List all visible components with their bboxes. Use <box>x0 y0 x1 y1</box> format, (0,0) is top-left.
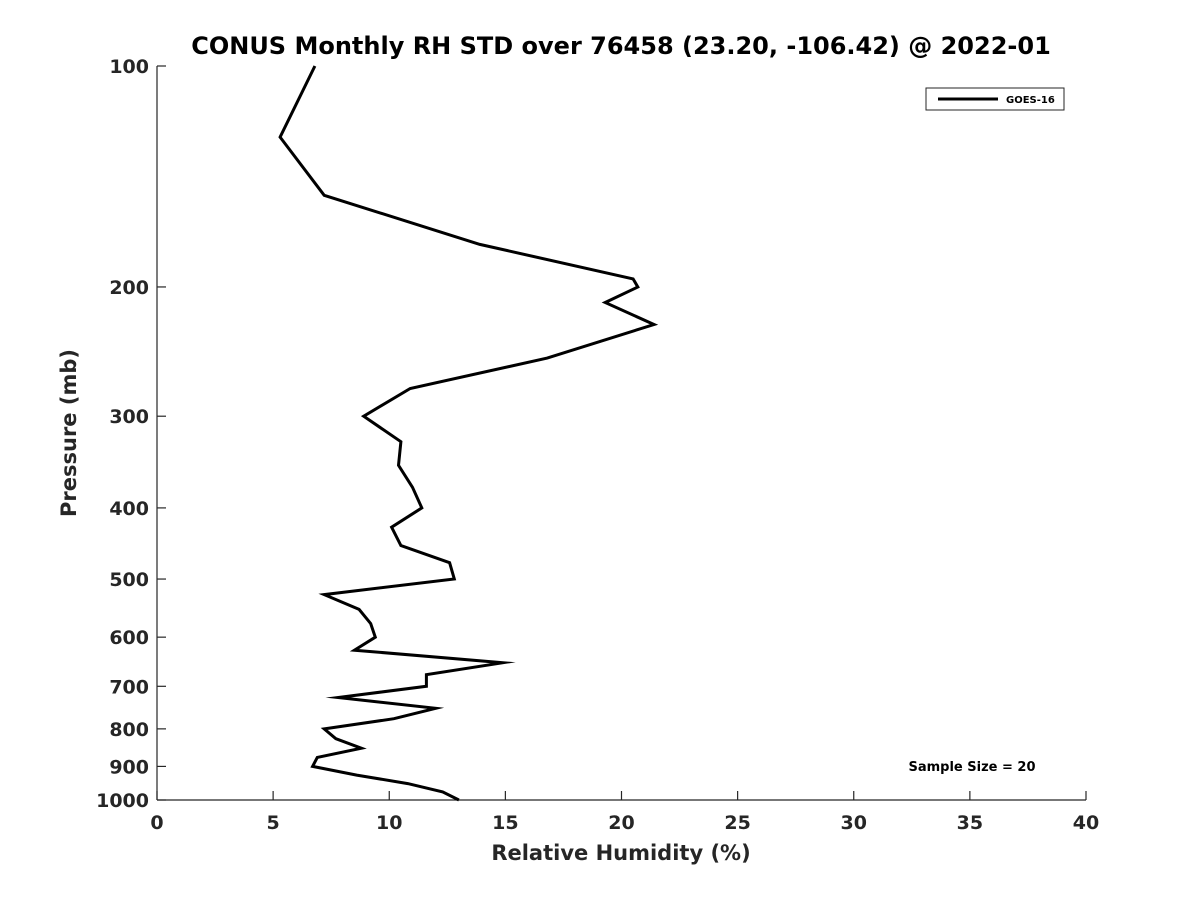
y-tick-label: 600 <box>109 627 149 649</box>
x-tick-label: 10 <box>376 812 402 834</box>
x-tick-label: 5 <box>267 812 280 834</box>
y-tick-label: 100 <box>109 56 149 78</box>
x-tick-label: 40 <box>1073 812 1099 834</box>
y-tick-label: 800 <box>109 719 149 741</box>
legend-label: GOES-16 <box>1006 95 1055 106</box>
y-axis-label: Pressure (mb) <box>57 349 81 517</box>
sample-size-annotation: Sample Size = 20 <box>908 760 1035 775</box>
y-tick-label: 1000 <box>96 790 149 812</box>
x-tick-label: 30 <box>841 812 867 834</box>
plot-area: 0 5 10 15 20 25 30 35 40 100 200 300 400 500 600 700 800… <box>96 56 1099 834</box>
x-tick-label: 0 <box>150 812 163 834</box>
y-tick-label: 900 <box>109 756 149 778</box>
y-tick-label: 700 <box>109 676 149 698</box>
legend: GOES-16 <box>925 87 1065 111</box>
y-tick-label: 500 <box>109 569 149 591</box>
x-tick-label: 25 <box>724 812 750 834</box>
series-line-goes-16 <box>278 65 659 802</box>
chart-title: CONUS Monthly RH STD over 76458 (23.20, … <box>191 32 1051 60</box>
x-tick-label: 20 <box>608 812 634 834</box>
y-tick-label: 300 <box>109 406 149 428</box>
x-tick-label: 35 <box>957 812 983 834</box>
y-tick-label: 200 <box>109 277 149 299</box>
x-tick-label: 15 <box>492 812 518 834</box>
y-tick-label: 400 <box>109 498 149 520</box>
x-axis-label: Relative Humidity (%) <box>491 841 750 865</box>
